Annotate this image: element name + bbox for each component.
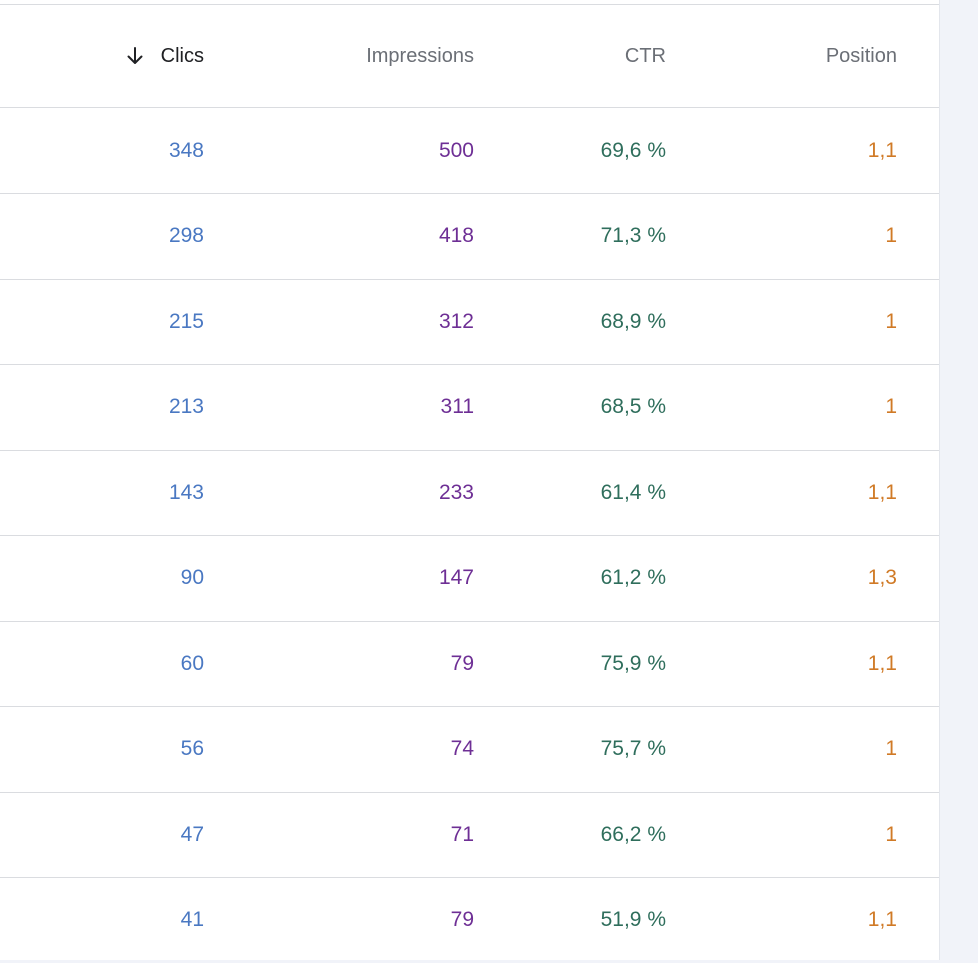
ctr-value: 71,3 % xyxy=(600,224,666,247)
ctr-value: 61,2 % xyxy=(600,566,666,589)
column-header-clicks[interactable]: Clics xyxy=(0,5,204,107)
ctr-value: 68,5 % xyxy=(600,395,666,418)
column-header-ctr[interactable]: CTR xyxy=(0,5,666,107)
clicks-value: 213 xyxy=(168,395,204,418)
table-row[interactable]: 60 79 75,9 % 1,1 xyxy=(0,621,939,707)
position-value: 1 xyxy=(885,737,897,760)
table-row[interactable]: 56 74 75,7 % 1 xyxy=(0,707,939,793)
column-header-position-label: Position xyxy=(825,44,897,67)
position-value: 1,1 xyxy=(867,138,897,162)
table-row[interactable]: 215 312 68,9 % 1 xyxy=(0,279,939,365)
position-value: 1 xyxy=(885,309,897,333)
ctr-value: 61,4 % xyxy=(600,480,666,504)
position-value: 1 xyxy=(885,822,897,846)
column-header-position[interactable]: Position xyxy=(0,5,897,107)
impressions-value: 312 xyxy=(438,309,474,333)
impressions-value: 79 xyxy=(450,651,474,675)
impressions-value: 71 xyxy=(450,822,474,846)
table-row[interactable]: 298 418 71,3 % 1 xyxy=(0,194,939,280)
ctr-value: 68,9 % xyxy=(600,309,666,333)
table-row[interactable]: 47 71 66,2 % 1 xyxy=(0,792,939,878)
ctr-value: 75,7 % xyxy=(600,737,666,760)
position-value: 1,1 xyxy=(867,908,897,931)
column-header-clicks-label: Clics xyxy=(160,44,204,67)
impressions-value: 311 xyxy=(440,395,474,418)
table-row[interactable]: 213 311 68,5 % 1 xyxy=(0,365,939,451)
table-row[interactable]: 348 500 69,6 % 1,1 xyxy=(0,108,939,194)
impressions-value: 79 xyxy=(450,908,474,931)
clicks-value: 41 xyxy=(180,908,204,931)
table-row[interactable]: 90 147 61,2 % 1,3 xyxy=(0,536,939,622)
impressions-value: 500 xyxy=(438,138,474,162)
impressions-value: 418 xyxy=(438,224,474,247)
clicks-value: 56 xyxy=(180,737,204,760)
impressions-value: 233 xyxy=(438,480,474,504)
column-header-ctr-label: CTR xyxy=(624,44,666,67)
table-row[interactable]: 41 79 51,9 % 1,1 xyxy=(0,878,939,963)
arrow-down-icon xyxy=(127,47,143,64)
table-row[interactable]: 143 233 61,4 % 1,1 xyxy=(0,450,939,536)
clicks-value: 60 xyxy=(180,651,204,675)
clicks-value: 143 xyxy=(168,480,204,504)
performance-table: Clics Impressions CTR Position 348 500 6… xyxy=(0,0,940,960)
clicks-value: 90 xyxy=(180,566,204,589)
top-divider xyxy=(0,4,939,5)
position-value: 1 xyxy=(885,395,897,418)
position-value: 1,3 xyxy=(867,566,897,589)
ctr-value: 66,2 % xyxy=(600,822,666,846)
table-header: Clics Impressions CTR Position xyxy=(0,5,939,108)
column-header-impressions-label: Impressions xyxy=(366,44,474,67)
position-value: 1,1 xyxy=(867,651,897,675)
clicks-value: 215 xyxy=(168,309,204,333)
impressions-value: 147 xyxy=(438,566,474,589)
column-header-impressions[interactable]: Impressions xyxy=(0,5,474,107)
clicks-value: 298 xyxy=(168,224,204,247)
position-value: 1,1 xyxy=(867,480,897,504)
clicks-value: 348 xyxy=(168,138,204,162)
impressions-value: 74 xyxy=(450,737,474,760)
clicks-value: 47 xyxy=(180,822,204,846)
position-value: 1 xyxy=(885,224,897,247)
ctr-value: 51,9 % xyxy=(600,908,666,931)
ctr-value: 69,6 % xyxy=(600,138,666,162)
ctr-value: 75,9 % xyxy=(600,651,666,675)
